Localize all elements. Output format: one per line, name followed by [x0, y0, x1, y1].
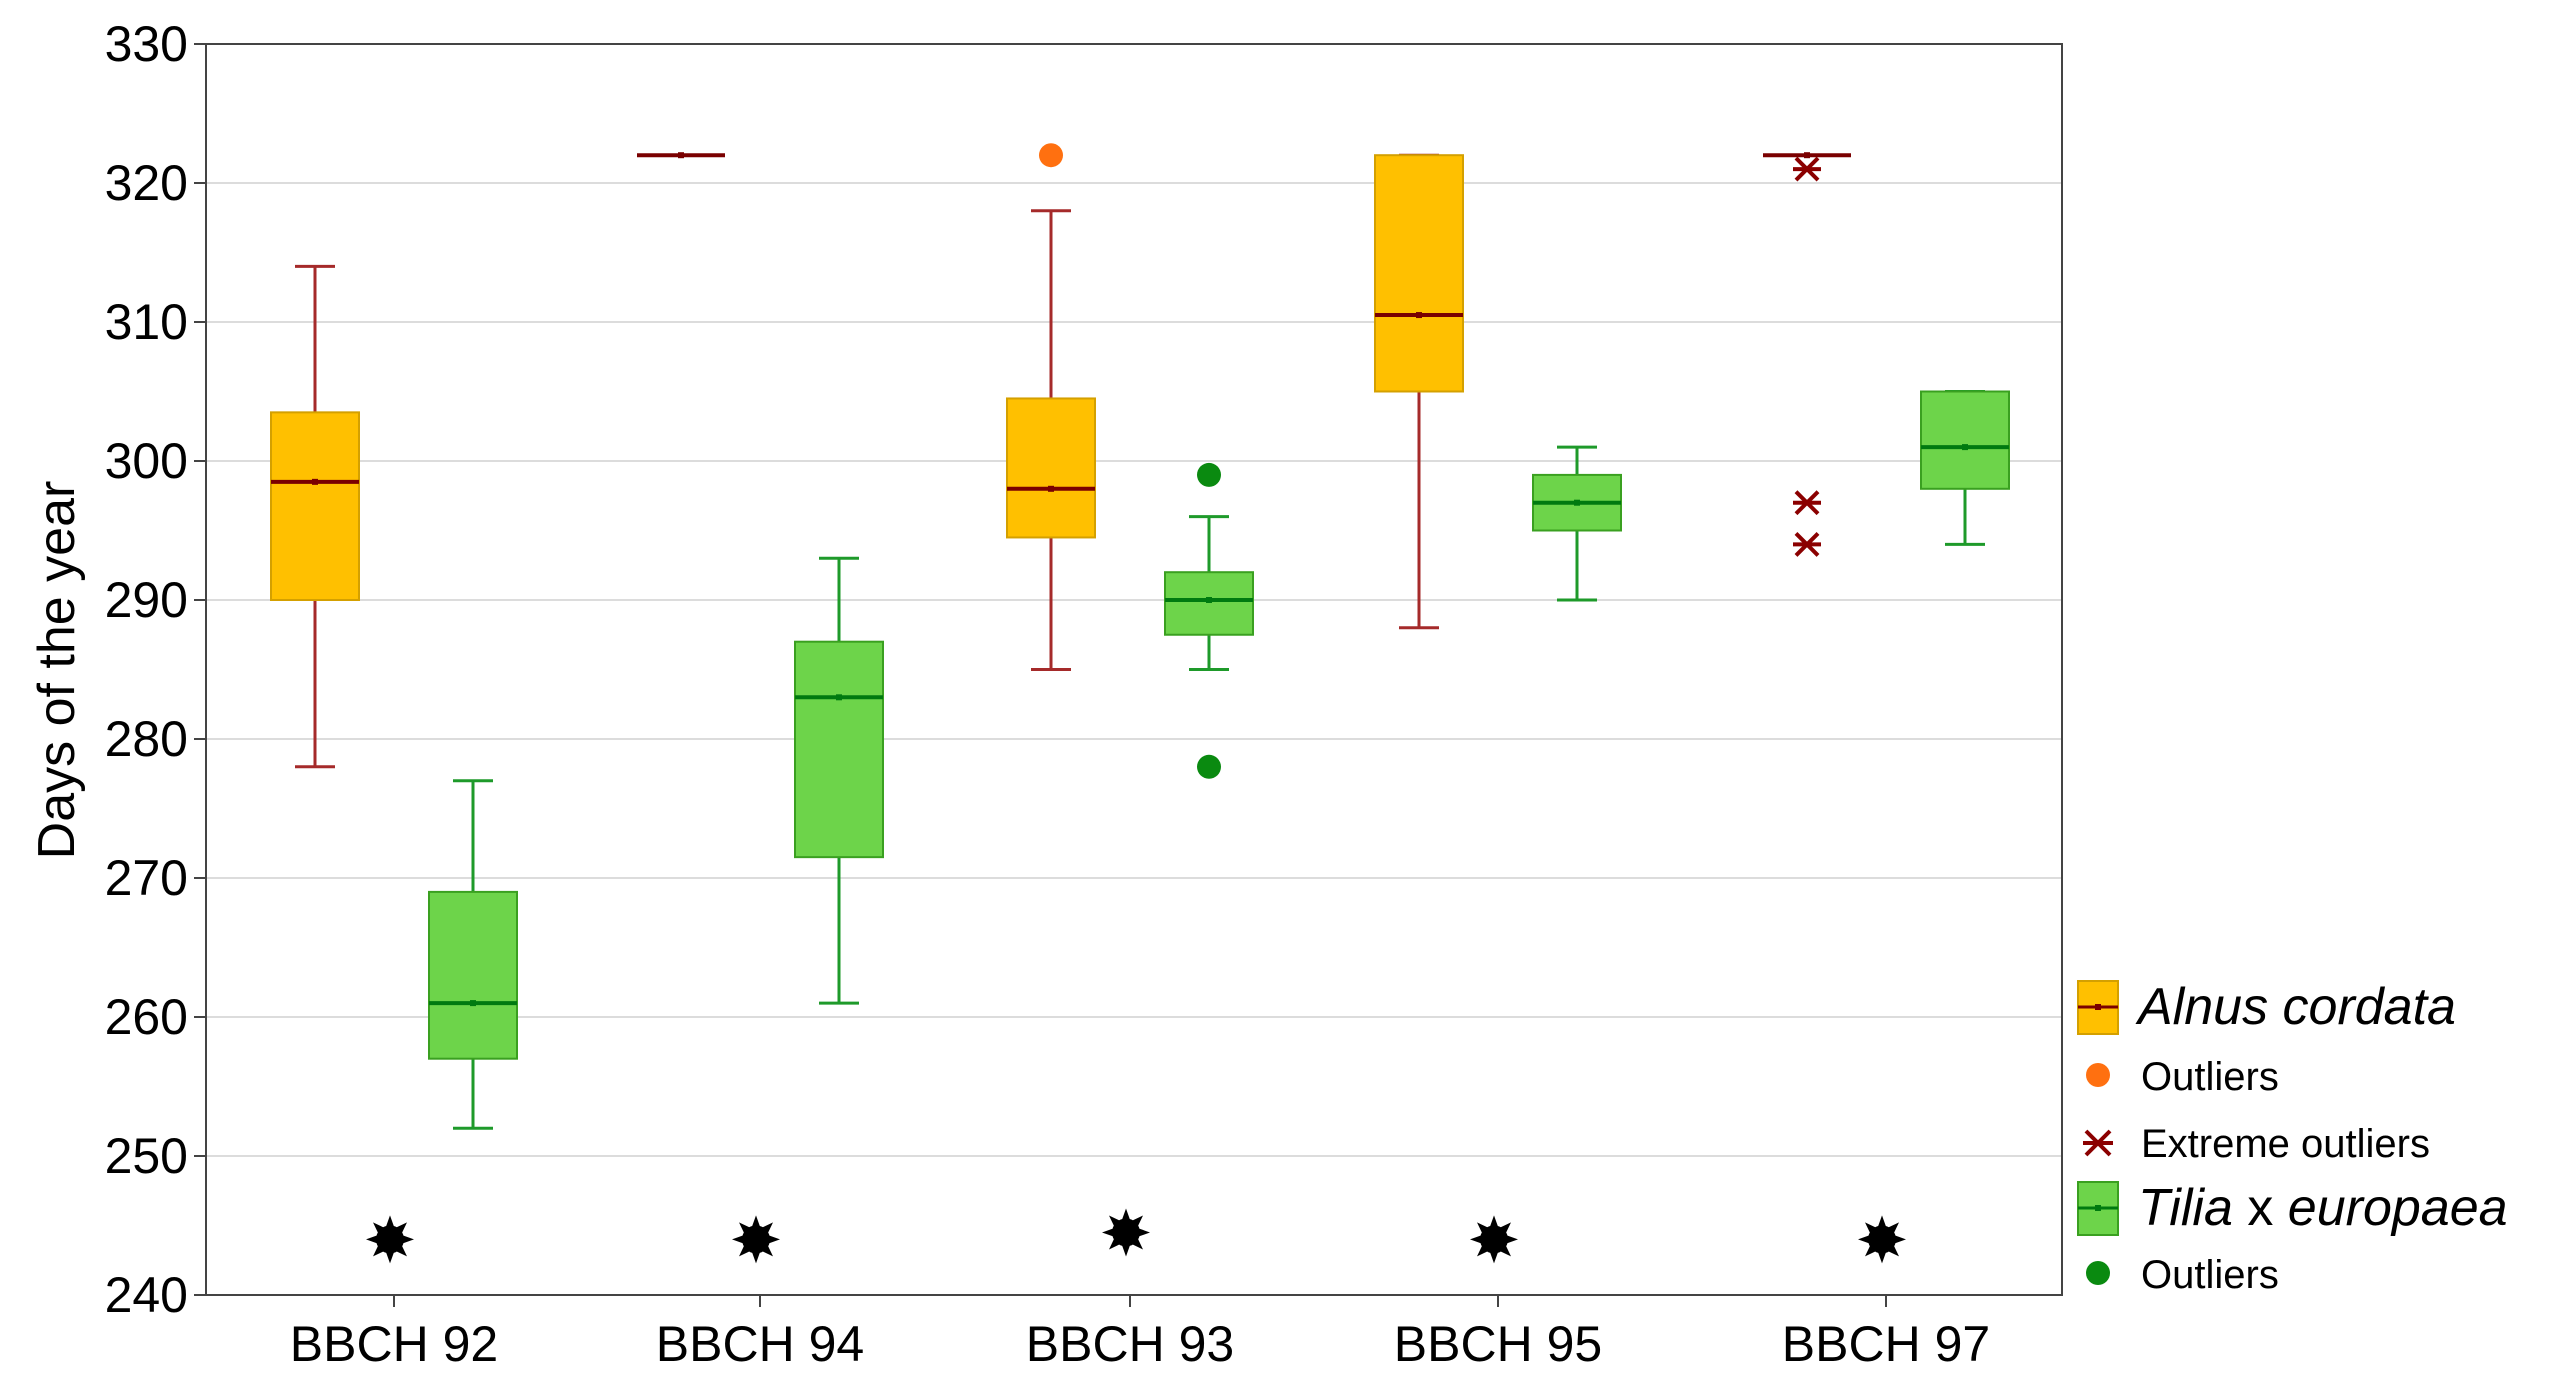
significance-core	[1480, 1225, 1508, 1254]
median-marker	[1574, 499, 1580, 506]
box-iqr	[428, 890, 518, 1060]
extreme-point-0	[1793, 156, 1821, 182]
legend-tilia-x: x	[2247, 1179, 2273, 1237]
x-tick-label-3: BBCH 95	[1394, 1316, 1602, 1372]
extreme-point-2	[1793, 531, 1821, 557]
y-tick-label-260: 260	[105, 989, 188, 1045]
significance-marker-4	[1858, 1215, 1906, 1264]
legend-alnus-label: Alnus cordata	[2135, 978, 2456, 1036]
median-marker	[312, 478, 318, 485]
box-iqr	[1920, 390, 2010, 490]
legend-tilia-species: europaea	[2288, 1179, 2508, 1237]
box-0-3	[1374, 153, 1464, 630]
y-tick-label-240: 240	[105, 1267, 188, 1323]
significance-marker-3	[1470, 1215, 1518, 1264]
y-tick-label-270: 270	[105, 850, 188, 906]
legend-tilia-outlier-marker	[2086, 1261, 2110, 1285]
x-tick-label-2: BBCH 93	[1026, 1316, 1234, 1372]
outlier-point-0	[1039, 143, 1063, 168]
median-marker	[470, 1000, 476, 1007]
y-tick-label-250: 250	[105, 1128, 188, 1184]
extreme-point-1	[1793, 490, 1821, 516]
legend-alnus-swatch	[2077, 980, 2119, 1035]
box-iqr	[1164, 571, 1254, 636]
median-marker	[1416, 312, 1422, 319]
box-0-2	[1006, 143, 1096, 671]
median-marker	[678, 152, 684, 159]
box-0-1	[637, 152, 725, 159]
y-axis-title: Days of the year	[28, 481, 86, 860]
outlier-point-0	[1197, 462, 1221, 487]
y-tick-label-280: 280	[105, 711, 188, 767]
significance-core	[1868, 1225, 1896, 1254]
significance-marker-0	[366, 1215, 414, 1264]
significance-marker-1	[732, 1215, 780, 1264]
legend-tilia-outliers-label: Outliers	[2141, 1253, 2279, 1297]
legend-tilia-swatch	[2077, 1181, 2119, 1236]
legend-extreme-marker	[2083, 1129, 2113, 1157]
significance-marker-2	[1102, 1208, 1150, 1257]
y-tick-label-300: 300	[105, 433, 188, 489]
significance-core	[1112, 1218, 1140, 1247]
y-tick-label-310: 310	[105, 294, 188, 350]
axes: 240 250 260 270 280 290 300 310 320 330 BBCH 92 BBC…	[105, 16, 1991, 1372]
box-1-0	[428, 779, 518, 1130]
median-marker	[1962, 444, 1968, 451]
box-iqr	[1374, 154, 1464, 393]
plot-frame	[205, 43, 2063, 1296]
x-tick-label-0: BBCH 92	[290, 1316, 498, 1372]
box-1-2	[1164, 462, 1254, 779]
legend-extreme-outliers-label: Extreme outliers	[2141, 1122, 2430, 1166]
legend: Alnus cordata Outliers Extreme outliers …	[2077, 978, 2508, 1297]
box-0-4	[1763, 152, 1851, 557]
significance-core	[376, 1225, 404, 1254]
x-tick-label-1: BBCH 94	[656, 1316, 864, 1372]
legend-tilia-genus: Tilia	[2138, 1179, 2233, 1237]
significance-core	[742, 1225, 770, 1254]
y-tick-label-320: 320	[105, 155, 188, 211]
box-iqr	[1006, 397, 1096, 539]
median-marker	[1048, 485, 1054, 492]
y-tick-label-290: 290	[105, 572, 188, 628]
x-tick-label-4: BBCH 97	[1782, 1316, 1990, 1372]
median-marker	[1206, 597, 1212, 603]
median-marker	[836, 694, 842, 701]
median-marker	[1804, 152, 1810, 159]
box-iqr	[794, 640, 884, 859]
legend-alnus-outliers-label: Outliers	[2141, 1055, 2279, 1099]
box-iqr	[270, 411, 360, 601]
box-1-3	[1532, 445, 1622, 602]
legend-alnus-outlier-marker	[2086, 1063, 2110, 1087]
y-tick-label-330: 330	[105, 16, 188, 72]
plot-marks	[270, 143, 2010, 1264]
outlier-point-1	[1197, 754, 1221, 779]
box-0-0	[270, 264, 360, 769]
box-1-1	[794, 556, 884, 1005]
box-1-4	[1920, 390, 2010, 546]
legend-tilia-label: Tilia x europaea	[2138, 1179, 2508, 1237]
